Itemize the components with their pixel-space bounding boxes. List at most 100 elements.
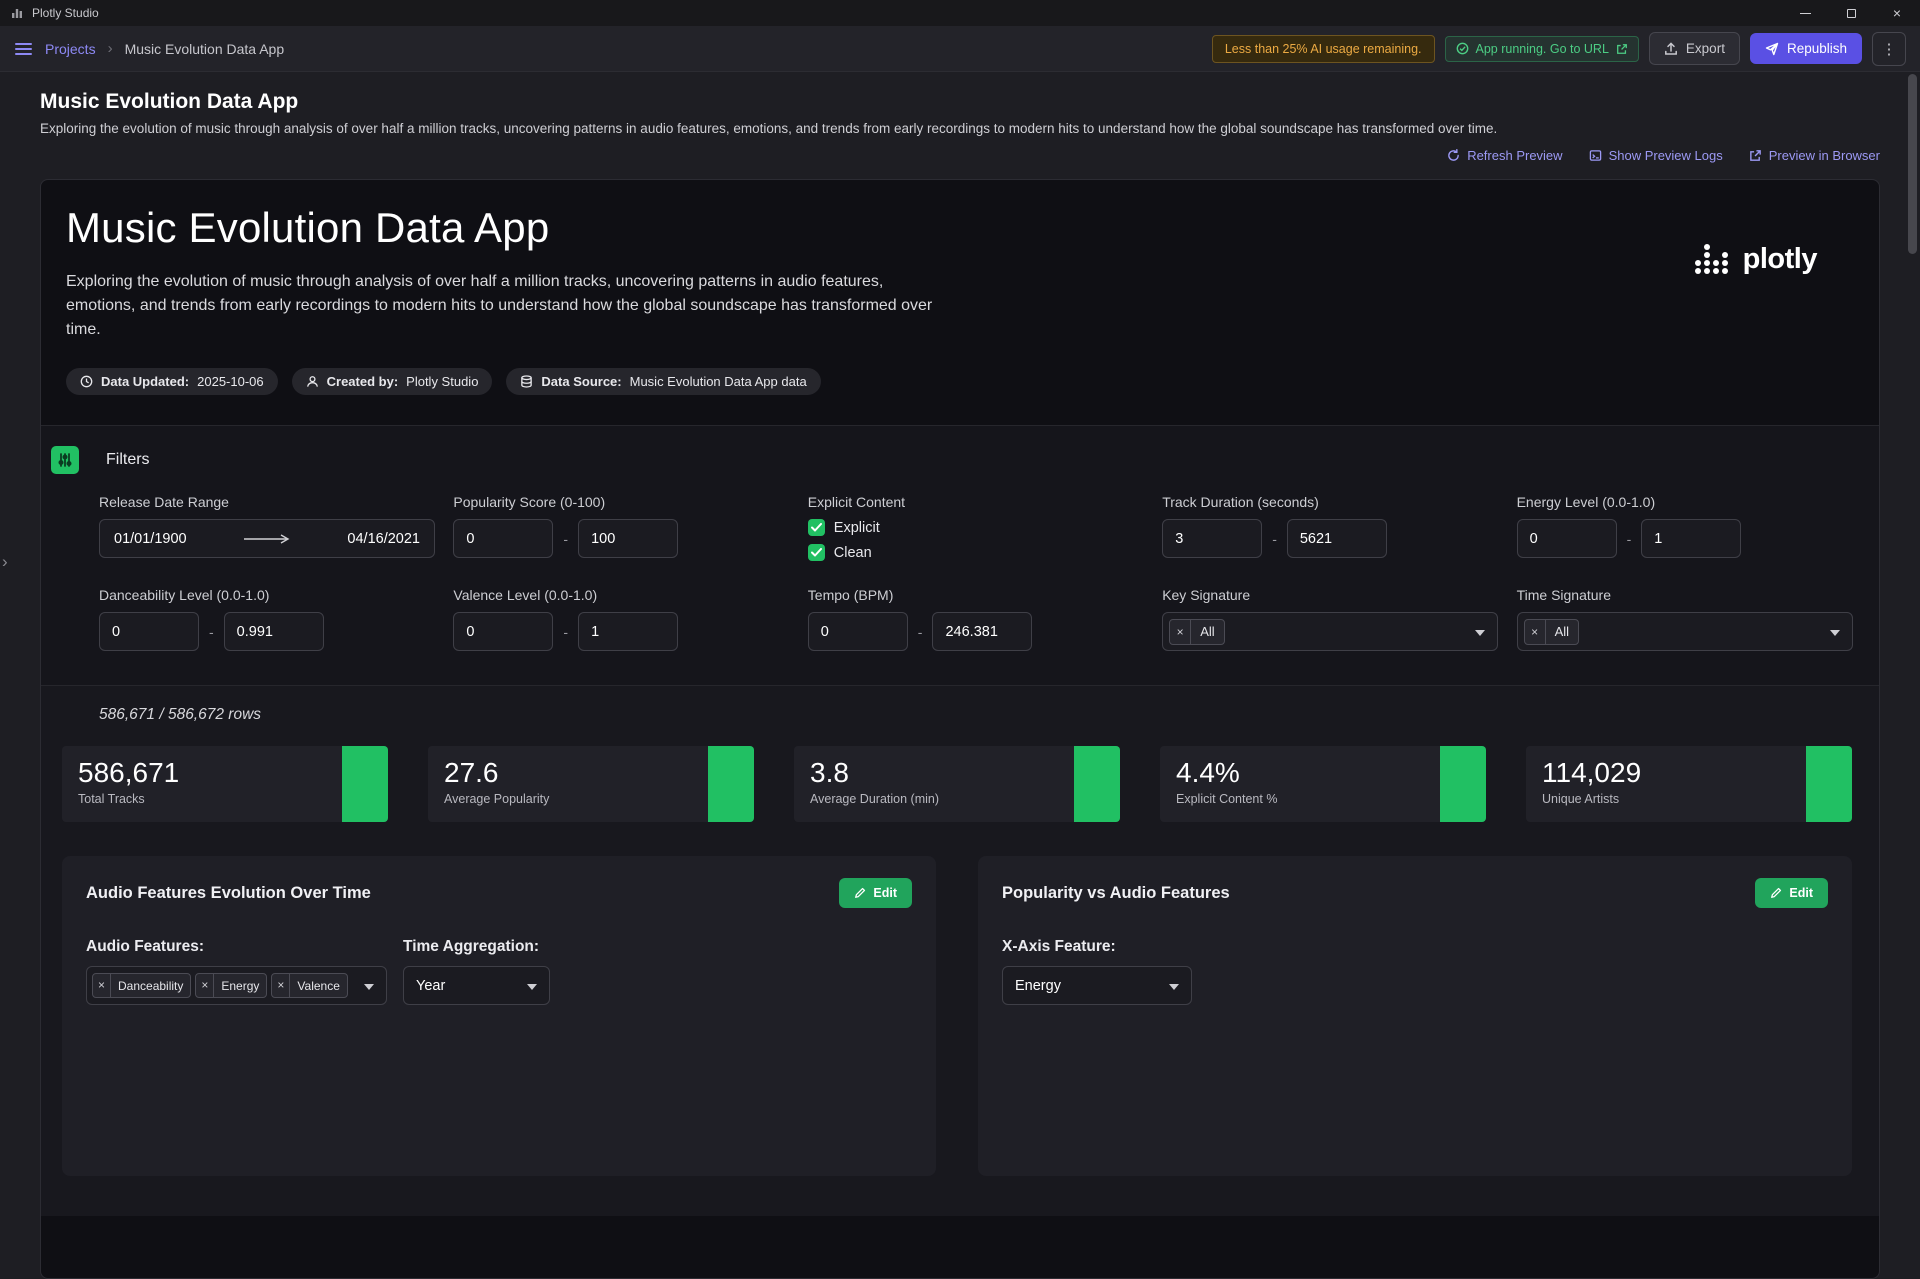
range-separator: -	[1626, 530, 1632, 547]
minimize-icon	[1799, 12, 1811, 14]
tag-label: Energy	[221, 978, 260, 993]
release-date-start[interactable]: 01/01/1900	[114, 530, 187, 547]
export-button[interactable]: Export	[1648, 32, 1740, 65]
page-content: Music Evolution Data App Exploring the e…	[0, 72, 1920, 1279]
kpi-card-average-popularity: 27.6 Average Popularity	[428, 746, 754, 822]
app-title: Music Evolution Data App	[66, 204, 550, 251]
release-date-range-input[interactable]: 01/01/1900 04/16/2021	[99, 519, 435, 558]
breadcrumb-projects-link[interactable]: Projects	[45, 40, 96, 57]
summary-section: 586,671 / 586,672 rows 586,671 Total Tra…	[41, 685, 1879, 1216]
filter-label: Release Date Range	[99, 494, 229, 510]
energy-min-input[interactable]	[1516, 519, 1617, 558]
sidebar-expand-handle[interactable]: ›	[2, 552, 8, 571]
app-running-badge[interactable]: App running. Go to URL	[1444, 35, 1639, 62]
preview-in-browser-link[interactable]: Preview in Browser	[1749, 148, 1880, 163]
filter-release-date: Release Date Range 01/01/1900 04/16/2021	[99, 494, 437, 558]
edit-chart-button[interactable]: Edit	[1755, 878, 1828, 908]
publish-icon	[1765, 42, 1779, 56]
created-by-label: Created by:	[326, 374, 399, 389]
remove-tag-icon[interactable]: ×	[196, 974, 215, 997]
filter-label: Valence Level (0.0-1.0)	[453, 587, 598, 603]
filters-icon	[51, 446, 79, 474]
popularity-max-input[interactable]	[578, 519, 679, 558]
preview-actions: Refresh Preview Show Preview Logs Previe…	[40, 148, 1880, 163]
close-button[interactable]: ×	[1874, 0, 1920, 26]
close-icon: ×	[1892, 5, 1902, 21]
time-aggregation-select[interactable]: Year	[403, 966, 550, 1005]
clean-checkbox[interactable]: Clean	[807, 544, 1146, 561]
republish-button[interactable]: Republish	[1749, 33, 1862, 64]
kpi-card-explicit-content: 4.4% Explicit Content %	[1160, 746, 1486, 822]
control-label: Audio Features:	[86, 938, 204, 955]
user-icon	[306, 375, 319, 388]
remove-tag-icon[interactable]: ×	[272, 974, 291, 997]
kpi-accent-block	[1806, 746, 1852, 822]
valence-max-input[interactable]	[578, 612, 679, 651]
duration-min-input[interactable]	[1162, 519, 1263, 558]
chevron-down-icon	[527, 983, 537, 990]
danceability-max-input[interactable]	[223, 612, 324, 651]
filter-tempo: Tempo (BPM) -	[807, 587, 1146, 651]
chevron-down-icon	[1475, 629, 1486, 636]
audio-features-multiselect[interactable]: × Danceability × Energy × Valence	[86, 966, 387, 1005]
scrollbar-thumb[interactable]	[1908, 74, 1917, 254]
kpi-accent-block	[1440, 746, 1486, 822]
ai-usage-badge: Less than 25% AI usage remaining.	[1211, 34, 1435, 63]
chevron-down-icon	[364, 983, 374, 990]
remove-tag-icon[interactable]: ×	[1170, 619, 1192, 644]
control-label: Time Aggregation:	[403, 938, 540, 955]
range-separator: -	[209, 623, 214, 640]
logs-icon	[1589, 149, 1602, 162]
filter-label: Time Signature	[1516, 587, 1612, 603]
window-title: Plotly Studio	[32, 6, 99, 20]
edit-label: Edit	[873, 886, 897, 900]
filter-label: Explicit Content	[807, 494, 906, 510]
filters-header: Filters	[51, 446, 1855, 474]
x-axis-feature-select[interactable]: Energy	[1002, 966, 1192, 1005]
popularity-min-input[interactable]	[453, 519, 554, 558]
kpi-card-total-tracks: 586,671 Total Tracks	[62, 746, 388, 822]
app-hero: Music Evolution Data App plotly Explorin…	[41, 180, 1879, 395]
time-signature-multiselect[interactable]: × All	[1516, 612, 1853, 651]
valence-min-input[interactable]	[453, 612, 554, 651]
time-aggregation-control: Time Aggregation: Year	[403, 938, 550, 1005]
breadcrumb-separator-icon: ›	[107, 40, 113, 57]
energy-max-input[interactable]	[1641, 519, 1742, 558]
key-signature-multiselect[interactable]: × All	[1162, 612, 1499, 651]
data-source-label: Data Source:	[541, 374, 622, 389]
chevron-down-icon	[1829, 629, 1840, 636]
hamburger-icon	[14, 41, 33, 57]
window-titlebar: Plotly Studio ×	[0, 0, 1920, 26]
app-description: Exploring the evolution of music through…	[66, 273, 933, 338]
refresh-preview-link[interactable]: Refresh Preview	[1447, 148, 1563, 163]
edit-chart-button[interactable]: Edit	[839, 878, 912, 908]
remove-tag-icon[interactable]: ×	[93, 974, 111, 997]
filter-label: Tempo (BPM)	[807, 587, 894, 603]
filter-duration: Track Duration (seconds) -	[1162, 494, 1500, 558]
selected-tag: × Energy	[195, 973, 268, 998]
kebab-icon: ⋮	[1881, 40, 1897, 58]
minimize-button[interactable]	[1782, 0, 1828, 26]
filter-label: Popularity Score (0-100)	[453, 494, 606, 510]
filter-label: Energy Level (0.0-1.0)	[1516, 494, 1656, 510]
tempo-min-input[interactable]	[807, 612, 908, 651]
remove-tag-icon[interactable]: ×	[1525, 619, 1546, 644]
kpi-accent-block	[708, 746, 754, 822]
danceability-min-input[interactable]	[99, 612, 199, 651]
sidebar-toggle-button[interactable]	[14, 41, 33, 57]
filter-explicit-content: Explicit Content Explicit Cl	[807, 494, 1146, 561]
plotly-logo: plotly	[1693, 242, 1818, 276]
show-preview-logs-link[interactable]: Show Preview Logs	[1589, 148, 1723, 163]
kpi-label: Average Popularity	[444, 792, 550, 806]
tag-label: Valence	[297, 978, 340, 993]
more-options-button[interactable]: ⋮	[1872, 31, 1906, 66]
tempo-max-input[interactable]	[932, 612, 1033, 651]
release-date-end[interactable]: 04/16/2021	[347, 530, 420, 547]
duration-max-input[interactable]	[1286, 519, 1387, 558]
maximize-button[interactable]	[1828, 0, 1874, 26]
explicit-checkbox[interactable]: Explicit	[807, 519, 1146, 536]
range-separator: -	[1272, 530, 1277, 547]
plotly-logo-text: plotly	[1742, 242, 1818, 275]
edit-label: Edit	[1789, 886, 1813, 900]
database-icon	[520, 375, 533, 388]
